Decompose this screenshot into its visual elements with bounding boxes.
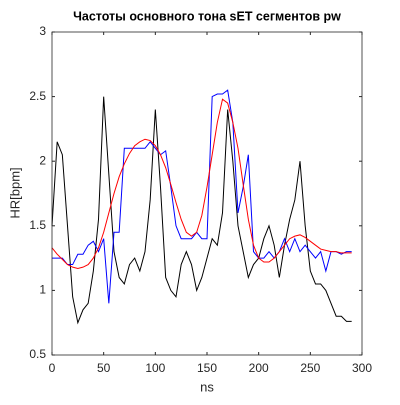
y-tick-label: 1 — [39, 283, 46, 297]
x-tick-label: 0 — [49, 361, 56, 375]
series-line — [52, 89, 352, 304]
axes-box — [51, 31, 363, 356]
x-tick-label: 300 — [352, 361, 372, 375]
x-tick-label: 200 — [249, 361, 269, 375]
x-tick-label: 50 — [97, 361, 111, 375]
x-axis-label: ns — [200, 379, 214, 394]
series-line — [51, 96, 352, 325]
x-tick-label: 100 — [145, 361, 165, 375]
y-tick-label: 0.5 — [29, 347, 46, 361]
y-tick-label: 2.5 — [29, 89, 46, 103]
x-tick-label: 250 — [300, 361, 320, 375]
plot-area — [52, 32, 362, 355]
x-tick-label: 150 — [197, 361, 217, 375]
y-tick-label: 2 — [39, 153, 46, 167]
y-tick-label: 1.5 — [29, 218, 46, 232]
y-tick-label: 3 — [39, 24, 46, 38]
y-axis-label: HR[bpm] — [7, 167, 22, 218]
series-line — [51, 98, 352, 269]
chart-title: Частоты основного тона sET сегментов pw — [73, 9, 341, 23]
